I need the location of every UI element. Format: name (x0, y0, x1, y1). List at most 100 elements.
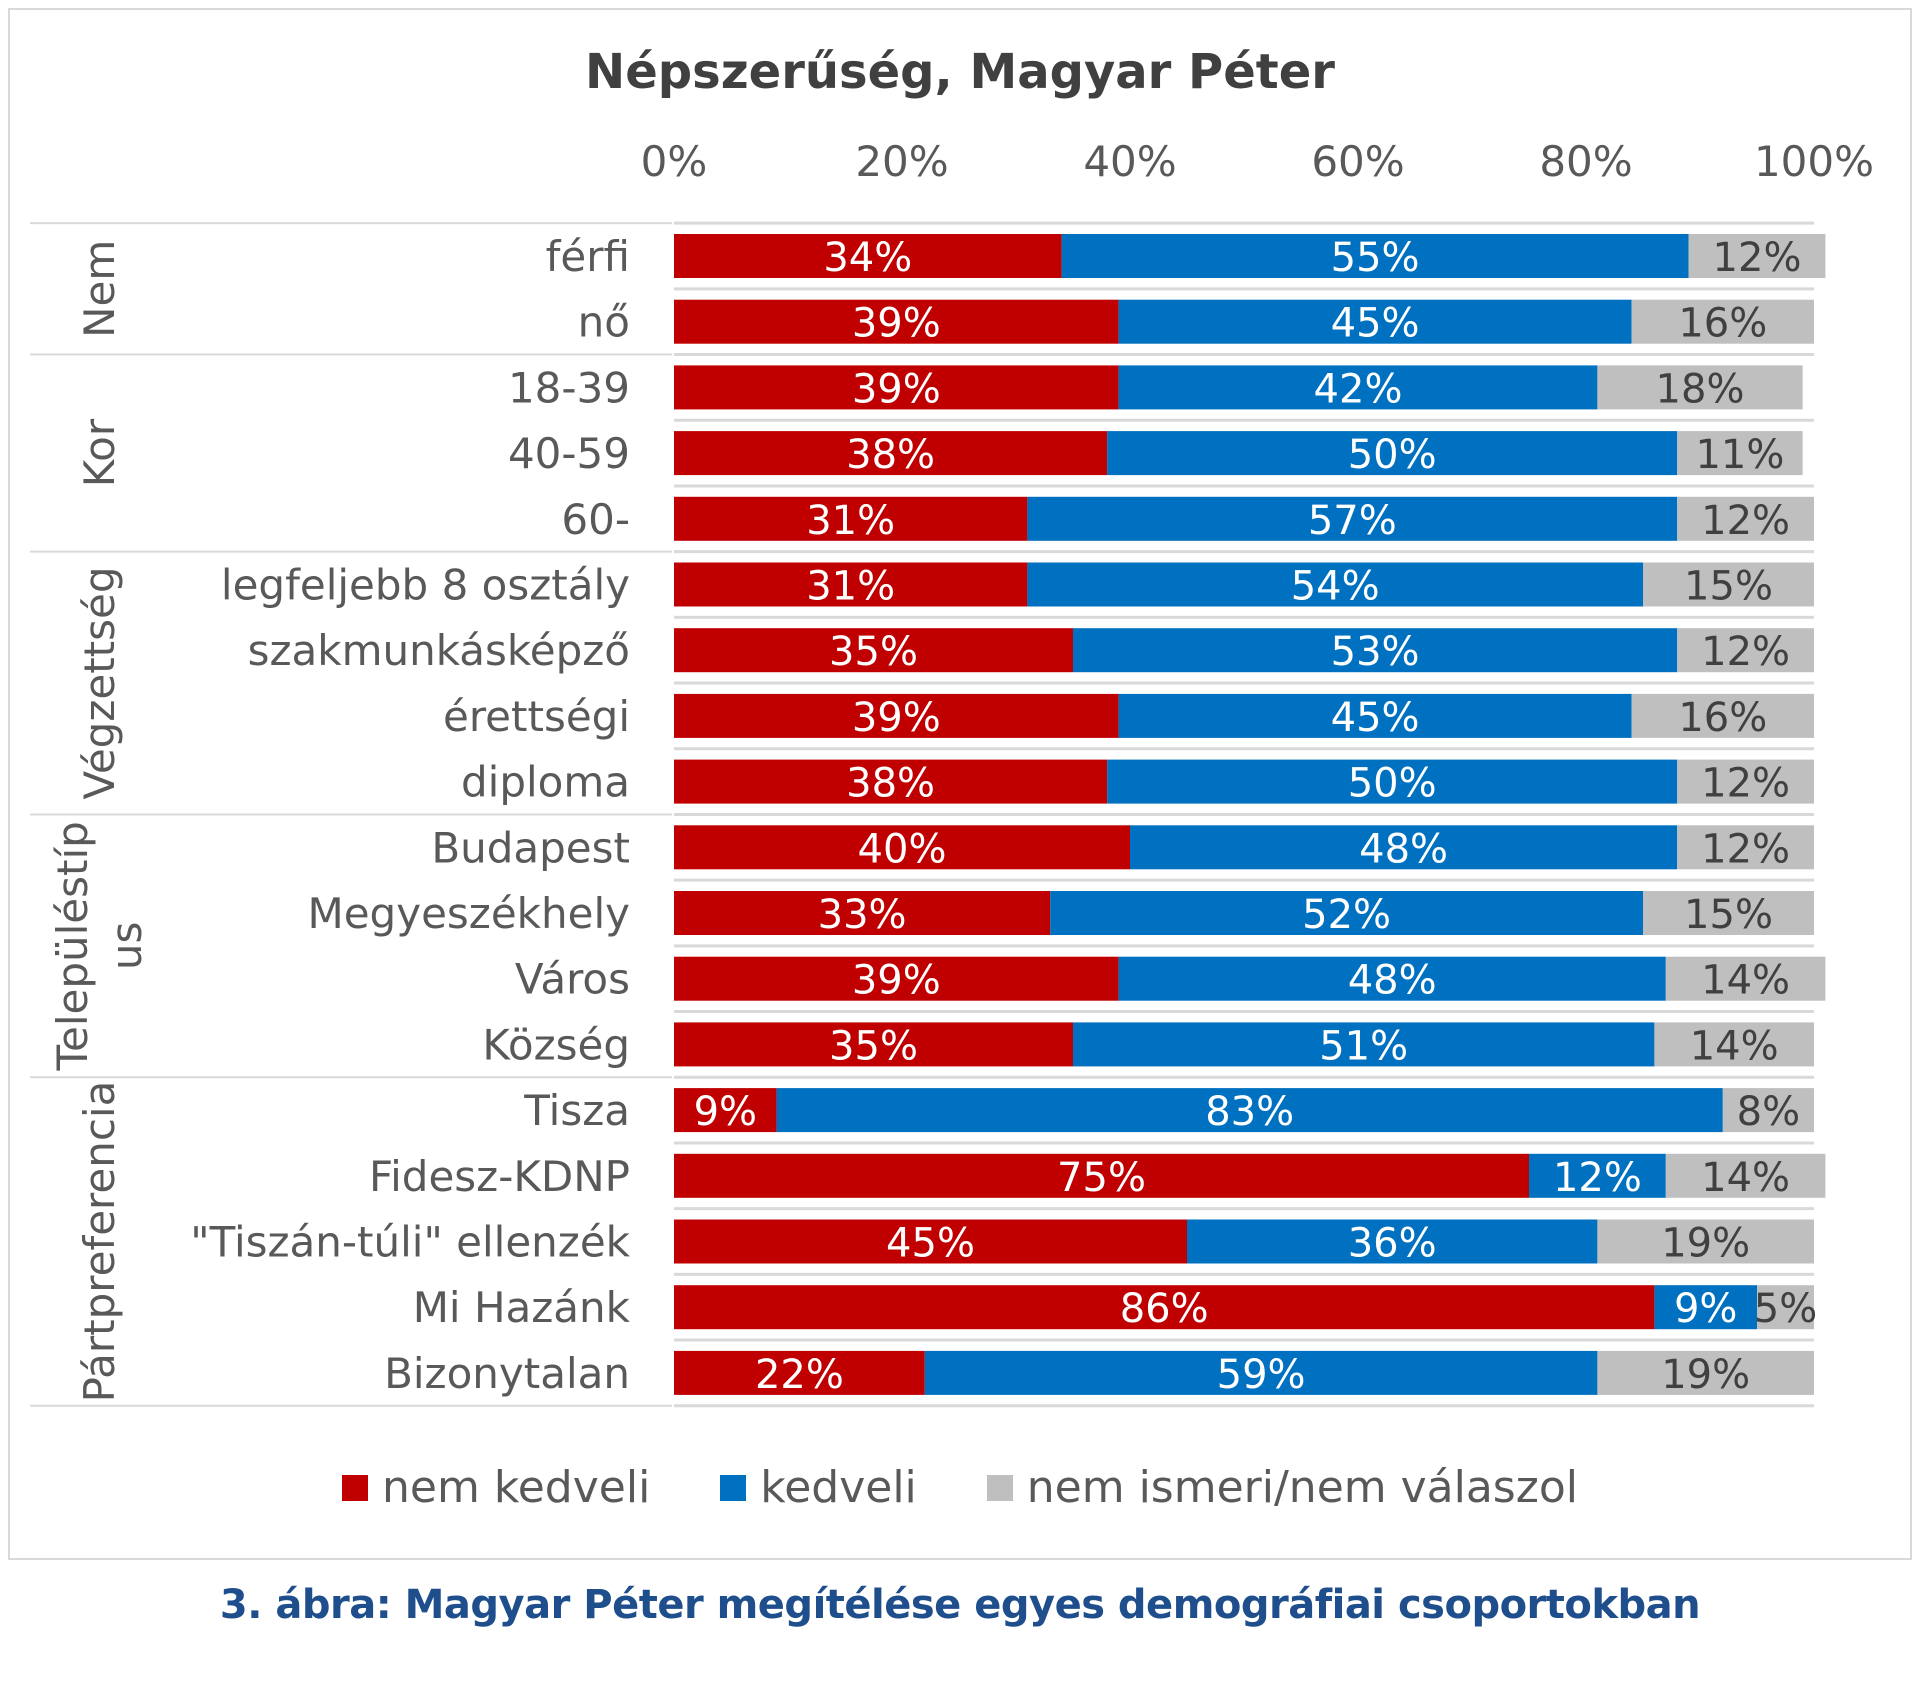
bar-segment (1597, 1219, 1814, 1264)
data-label: 55% (1331, 235, 1420, 281)
bar-segment (1654, 1022, 1814, 1067)
data-label: 12% (1701, 761, 1790, 807)
data-label: 45% (886, 1221, 975, 1267)
bar-segment (1118, 299, 1632, 344)
category-label: Megyeszékhely (307, 889, 630, 938)
data-label: 19% (1661, 1221, 1750, 1267)
bar-segment (674, 1022, 1073, 1067)
category-label: szakmunkásképző (248, 626, 630, 675)
category-label: Bizonytalan (384, 1349, 630, 1398)
group-label: us (102, 922, 151, 971)
group-label: Kor (75, 418, 124, 487)
data-label: 40% (858, 826, 947, 872)
bar-segment (674, 759, 1108, 804)
bar-segment (674, 431, 1108, 476)
data-label: 42% (1314, 366, 1403, 412)
category-label: legfeljebb 8 osztály (221, 561, 630, 610)
bar-segment (1643, 891, 1814, 935)
category-label: Budapest (431, 823, 630, 872)
category-label: 60- (561, 495, 630, 544)
category-label: Tisza (523, 1086, 630, 1135)
bar-segment (674, 496, 1028, 541)
bar-segment (674, 1088, 777, 1133)
x-tick-label: 80% (1539, 137, 1632, 186)
data-label: 50% (1348, 432, 1437, 478)
data-label: 39% (852, 695, 941, 741)
bar-segment (674, 234, 1062, 278)
bar-segment (1107, 759, 1678, 804)
x-tick-label: 40% (1083, 137, 1176, 186)
data-label: 38% (846, 761, 935, 807)
chart-title: Népszerűség, Magyar Péter (585, 44, 1335, 100)
data-label: 39% (852, 366, 941, 412)
data-label: 48% (1348, 958, 1437, 1004)
data-label: 36% (1348, 1221, 1437, 1267)
bar-segment (1643, 562, 1814, 607)
data-label: 86% (1120, 1286, 1209, 1332)
data-label: 22% (755, 1352, 844, 1398)
data-label: 54% (1291, 564, 1380, 610)
bar-segment (674, 1219, 1187, 1264)
data-label: 31% (806, 564, 895, 610)
legend-swatch (986, 1474, 1013, 1501)
bar-segment (674, 825, 1130, 870)
x-tick-label: 60% (1311, 137, 1404, 186)
bar-segment (1665, 1153, 1826, 1198)
bar-segment (1050, 891, 1643, 935)
bar-segment (1073, 628, 1678, 673)
data-label: 39% (852, 301, 941, 347)
bar-segment (674, 693, 1119, 738)
bar-segment (674, 562, 1028, 607)
bar-segment (1631, 693, 1814, 738)
group-label: Településtíp (48, 821, 97, 1071)
category-label: Fidesz-KDNP (369, 1152, 630, 1201)
bar-segment (1118, 365, 1598, 410)
bar-segment (674, 891, 1051, 935)
bar-segment (1665, 956, 1826, 1001)
data-label: 34% (823, 235, 912, 281)
data-label: 50% (1348, 761, 1437, 807)
group-label: Nem (75, 240, 124, 338)
bar-segment (674, 1153, 1529, 1198)
bar-segment (1130, 825, 1678, 870)
group-label: Végzettség (75, 566, 124, 799)
bar-segment (674, 1350, 925, 1395)
bar-segment (1677, 825, 1814, 870)
data-label: 12% (1701, 826, 1790, 872)
data-label: 38% (846, 432, 935, 478)
bar-segment (1061, 234, 1689, 278)
bar-segment (1631, 299, 1814, 344)
data-label: 5% (1754, 1286, 1817, 1332)
data-label: 11% (1695, 432, 1784, 478)
bar-segment (1597, 1350, 1814, 1395)
bars: 34% 55% 12% 39% 45% 16% 39% 42% 18% 38% 50% 11% 31% 5… (674, 221, 1826, 1408)
bar-segment (1677, 496, 1814, 541)
bar-segment (1027, 496, 1678, 541)
bar-segment (674, 956, 1119, 1001)
bar-segment (1688, 234, 1826, 278)
category-label: 18-39 (508, 363, 630, 412)
data-label: 45% (1331, 301, 1420, 347)
row-labels: férfi nő 18-39 40-59 60- legfeljebb 8 osztály… (190, 232, 630, 1398)
data-label: 39% (852, 958, 941, 1004)
data-label: 12% (1701, 498, 1790, 544)
legend-label: nem ismeri/nem válaszol (1026, 1462, 1578, 1513)
bar-segment (1073, 1022, 1655, 1067)
data-label: 14% (1690, 1023, 1779, 1069)
legend-item: nem kedveli (342, 1462, 650, 1513)
category-label: nő (578, 298, 630, 347)
bar-segment (1677, 628, 1814, 673)
data-label: 48% (1359, 826, 1448, 872)
data-label: 83% (1205, 1089, 1294, 1135)
bar-segment (1118, 956, 1666, 1001)
bar-segment (1118, 693, 1632, 738)
data-label: 16% (1678, 695, 1767, 741)
category-label: "Tiszán-túli" ellenzék (190, 1218, 630, 1267)
data-label: 52% (1302, 892, 1391, 938)
legend-swatch (720, 1474, 747, 1501)
bar-segment (1677, 759, 1814, 804)
x-axis-ticks: 0% 20% 40% 60% 80% 100% (641, 137, 1874, 186)
category-label: érettségi (443, 692, 630, 741)
data-label: 59% (1217, 1352, 1306, 1398)
data-label: 45% (1331, 695, 1420, 741)
